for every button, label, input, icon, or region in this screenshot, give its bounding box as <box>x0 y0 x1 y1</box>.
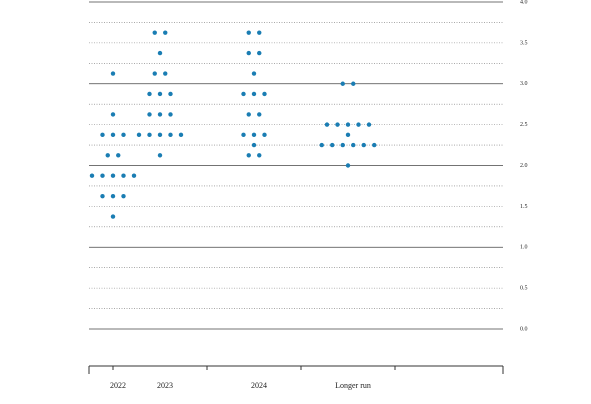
dot <box>251 132 257 138</box>
dot <box>163 30 168 35</box>
dot <box>116 153 121 158</box>
dot <box>251 71 257 76</box>
dot <box>340 81 345 86</box>
dot <box>147 132 152 138</box>
dot <box>110 112 116 117</box>
dot <box>110 132 116 138</box>
dot <box>351 81 356 86</box>
dot <box>110 214 116 219</box>
dot <box>89 173 95 178</box>
dot <box>110 71 116 76</box>
dot <box>157 153 163 158</box>
y-tick-label: 0.5 <box>520 286 528 292</box>
dot <box>168 132 173 138</box>
dot <box>319 142 324 148</box>
x-tick-label: 2024 <box>251 381 267 390</box>
dot <box>257 153 262 158</box>
dot <box>251 91 257 97</box>
y-tick-label: 1.0 <box>520 245 528 251</box>
dot <box>356 122 361 127</box>
dot <box>121 173 126 178</box>
dot <box>157 132 163 138</box>
dot <box>131 173 137 178</box>
dot <box>345 122 351 127</box>
dot <box>105 153 110 158</box>
dot <box>372 142 377 148</box>
dot <box>330 142 335 148</box>
dot <box>246 153 251 158</box>
dot <box>121 132 126 138</box>
x-tick-label: 2023 <box>157 381 173 390</box>
dot <box>163 71 168 76</box>
y-tick-label: 2.0 <box>520 163 528 169</box>
dot <box>100 132 105 138</box>
dot <box>147 112 152 117</box>
dot <box>345 132 351 138</box>
dot <box>246 112 251 117</box>
dot <box>257 30 262 35</box>
y-tick-label: 3.5 <box>520 40 528 46</box>
dot <box>324 122 330 127</box>
y-tick-label: 4.0 <box>520 0 528 5</box>
y-tick-label: 2.5 <box>520 122 528 128</box>
dot <box>100 193 105 199</box>
y-tick-label: 3.0 <box>520 81 528 87</box>
dot <box>168 91 173 97</box>
dot <box>257 112 262 117</box>
dot <box>257 50 262 56</box>
dot <box>147 91 152 97</box>
dot <box>152 30 157 35</box>
dot <box>178 132 184 138</box>
dot <box>121 193 126 199</box>
dot <box>168 112 173 117</box>
dot <box>157 91 163 97</box>
dot <box>157 112 163 117</box>
dot <box>246 30 251 35</box>
dot <box>262 132 267 138</box>
dot <box>251 142 257 148</box>
x-tick-label: 2022 <box>110 381 126 390</box>
dot <box>110 193 116 199</box>
y-tick-label: 1.5 <box>520 204 528 210</box>
dot <box>335 122 340 127</box>
dot <box>110 173 116 178</box>
dot <box>157 50 163 56</box>
dot <box>241 91 246 97</box>
dot <box>366 122 372 127</box>
x-tick-label: Longer run <box>335 381 371 390</box>
dot <box>345 163 351 168</box>
dot <box>361 142 366 148</box>
dot <box>136 132 142 138</box>
dot <box>241 132 246 138</box>
dot <box>152 71 157 76</box>
dot <box>262 91 267 97</box>
dot <box>100 173 105 178</box>
dot <box>246 50 251 56</box>
dot <box>351 142 356 148</box>
dot <box>340 142 345 148</box>
y-tick-label: 0.0 <box>520 326 528 332</box>
